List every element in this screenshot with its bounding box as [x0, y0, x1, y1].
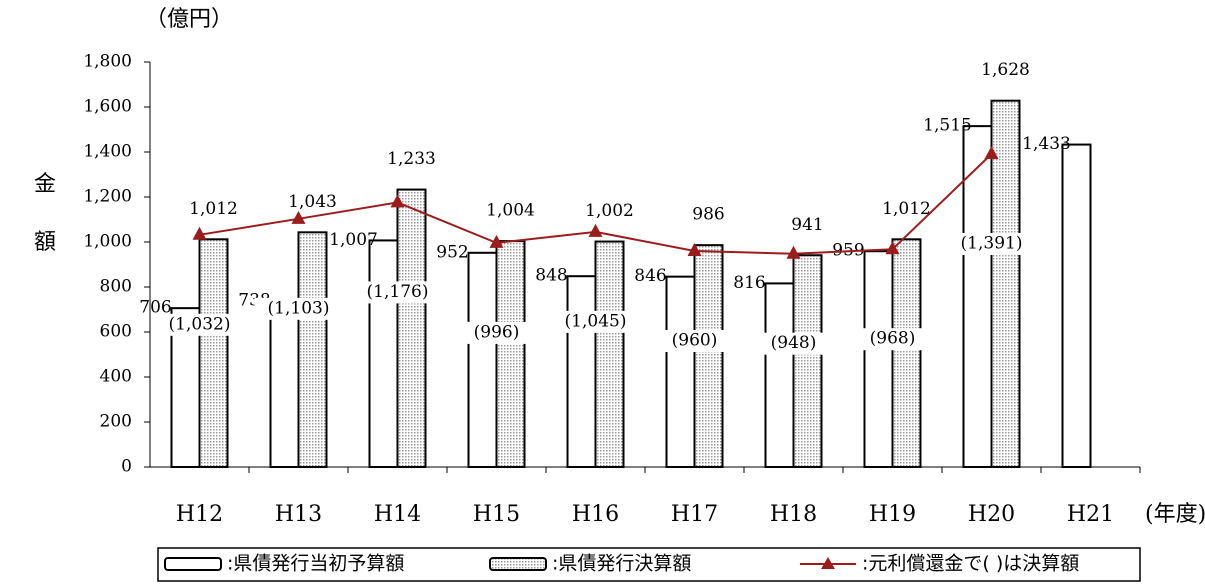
label-bg [848, 328, 937, 351]
x-tick-label: H13 [275, 502, 322, 527]
bar [693, 244, 724, 468]
data-label: (1,391) [961, 234, 1023, 254]
y-tick-label: 1,600 [83, 97, 132, 117]
data-label: (1,032) [169, 314, 231, 334]
x-tick-label: H18 [770, 502, 817, 527]
data-label: 1,012 [189, 199, 238, 219]
legend-swatch [489, 557, 547, 571]
legend-swatch [164, 557, 222, 571]
data-label: (960) [672, 331, 718, 351]
y-tick-label: 1,000 [83, 232, 132, 252]
x-tick-label: H15 [473, 502, 520, 527]
y-tick-label: 800 [100, 277, 132, 297]
label-bg [155, 313, 244, 336]
data-label: 848 [535, 266, 567, 286]
y-axis-label: 額 [34, 230, 56, 255]
label-bg [650, 330, 739, 352]
x-tick-label: H19 [869, 502, 916, 527]
bar [396, 188, 427, 468]
label-bg [551, 310, 640, 333]
bar [368, 239, 399, 468]
legend-label: :県債発行決算額 [552, 553, 691, 575]
data-label: 1,233 [387, 149, 436, 169]
line-marker [885, 241, 900, 255]
bar [962, 125, 993, 468]
legend-label: :元利償還金で( )は決算額 [862, 553, 1079, 575]
data-label: 846 [634, 266, 666, 286]
label-bg [452, 321, 541, 344]
data-label: (968) [870, 329, 916, 349]
legend-box [157, 547, 1141, 582]
bar [990, 99, 1021, 468]
bar [566, 275, 597, 469]
data-label: (948) [771, 333, 817, 353]
data-label: 1,433 [1022, 134, 1071, 154]
data-label: 1,515 [923, 116, 972, 136]
x-tick-label: H21 [1067, 502, 1114, 527]
line-marker [687, 243, 702, 256]
data-label: 1,012 [882, 199, 931, 219]
data-label: (996) [474, 322, 520, 342]
bar [467, 251, 498, 468]
bar [863, 250, 894, 468]
line-marker [786, 245, 801, 259]
x-tick-label: H14 [374, 502, 421, 527]
x-tick-label: H16 [572, 502, 619, 527]
data-label: (1,176) [367, 282, 429, 302]
data-label: 816 [733, 273, 765, 293]
bar [297, 231, 328, 468]
x-unit-label: (年度) [1145, 502, 1205, 527]
y-tick-label: 400 [100, 367, 132, 387]
line-marker [984, 146, 999, 160]
data-label: 1,043 [288, 192, 337, 212]
data-label: 952 [436, 242, 468, 262]
x-tick-label: H20 [968, 502, 1015, 527]
data-label: 1,007 [329, 230, 378, 250]
y-tick-label: 600 [100, 322, 132, 342]
bar [764, 282, 795, 468]
x-tick-label: H12 [176, 502, 223, 527]
x-tick-label: H17 [671, 502, 718, 527]
data-label: (1,045) [565, 311, 627, 331]
label-bg [749, 332, 838, 355]
bar [1061, 143, 1092, 468]
legend-marker [821, 557, 835, 569]
data-label: 1,004 [486, 201, 535, 221]
line-marker [291, 210, 306, 224]
bar [792, 254, 823, 468]
bar [198, 238, 229, 468]
unit-label: （億円） [145, 7, 233, 32]
line-marker [192, 226, 207, 240]
y-tick-label: 200 [100, 412, 132, 432]
label-bg [947, 233, 1036, 256]
bar [495, 240, 526, 468]
bar [269, 299, 300, 469]
y-axis-label: 金 [34, 172, 56, 197]
y-tick-label: 1,400 [83, 142, 132, 162]
bar [891, 238, 922, 468]
data-label: 1,002 [585, 201, 634, 221]
line-marker [390, 194, 405, 208]
legend-label: :県債発行当初予算額 [227, 553, 404, 575]
data-label: 986 [692, 205, 724, 225]
data-label: 1,628 [981, 60, 1030, 80]
label-bg [353, 281, 442, 304]
data-label: 706 [139, 298, 171, 318]
data-label: 941 [791, 215, 823, 235]
y-tick-label: 0 [121, 457, 132, 477]
bar [594, 240, 625, 468]
label-bg [254, 297, 343, 320]
data-label: (1,103) [268, 298, 330, 318]
y-tick-label: 1,800 [83, 52, 132, 72]
line-marker [489, 234, 504, 248]
y-tick-label: 1,200 [83, 187, 132, 207]
line-marker [588, 223, 603, 237]
bar [665, 275, 696, 468]
